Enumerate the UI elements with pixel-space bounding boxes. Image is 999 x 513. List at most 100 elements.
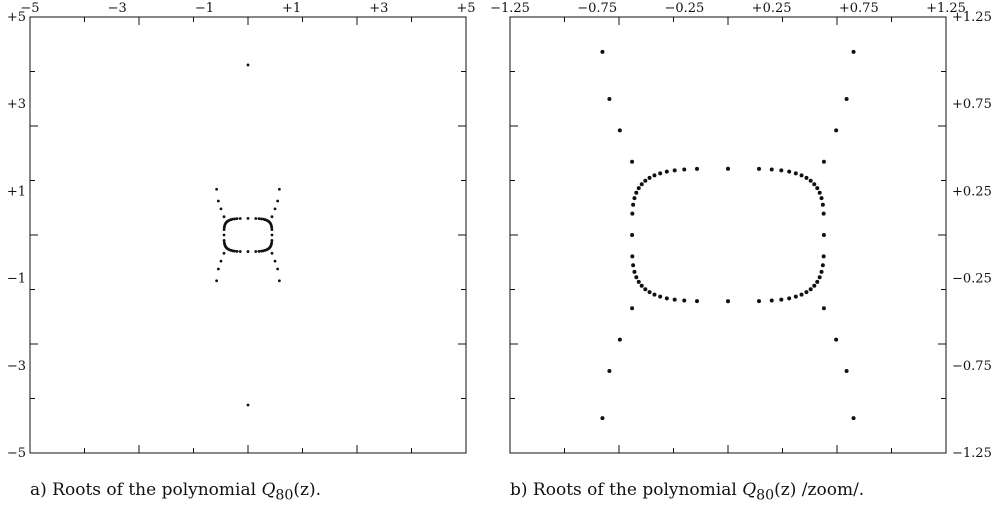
y-tick-label: −1.25: [952, 446, 992, 461]
root-point: [787, 169, 792, 174]
x-tick-label: −0.25: [664, 1, 704, 16]
y-tick-label: +0.75: [952, 97, 992, 112]
x-tick-label: +3: [369, 1, 388, 16]
root-point: [658, 171, 663, 176]
root-point: [630, 254, 635, 259]
root-point: [632, 196, 637, 201]
root-point: [808, 287, 813, 292]
root-point: [672, 297, 677, 302]
plot-frame: [29, 16, 467, 454]
caption-b-suffix: /zoom/.: [796, 480, 865, 500]
root-point: [631, 263, 636, 268]
root-point: [233, 249, 237, 253]
root-point: [817, 190, 822, 195]
root-point: [815, 186, 820, 191]
root-point: [821, 233, 826, 237]
root-point: [652, 292, 657, 297]
root-point: [238, 250, 242, 253]
root-point: [664, 296, 669, 301]
root-point: [222, 238, 226, 242]
root-point: [257, 217, 261, 221]
root-point: [779, 168, 784, 173]
y-tick-label: +1: [7, 184, 26, 199]
x-tick-label: −3: [108, 1, 127, 16]
root-point: [222, 251, 226, 255]
root-point: [607, 96, 612, 101]
caption-a-prefix: a) Roots of the polynomial: [30, 480, 262, 500]
root-point: [254, 250, 258, 253]
root-point: [819, 269, 824, 274]
root-point: [634, 275, 639, 280]
plot-frame: [509, 16, 947, 454]
y-tick-label: +1.25: [952, 10, 992, 25]
root-point: [636, 279, 641, 284]
caption-b-func: Q: [742, 480, 757, 500]
root-point: [639, 182, 644, 187]
root-point: [804, 290, 809, 295]
y-tick-label: +0.25: [952, 184, 992, 199]
root-point: [793, 294, 798, 299]
root-point: [757, 166, 762, 171]
root-point: [812, 283, 817, 288]
root-point: [277, 279, 281, 283]
root-point: [639, 283, 644, 288]
root-point: [834, 337, 839, 342]
root-point: [779, 297, 784, 302]
root-point: [815, 279, 820, 284]
root-point: [820, 263, 825, 268]
y-tick-label: −0.25: [952, 272, 992, 287]
root-point: [600, 49, 605, 54]
y-tick-label: +3: [7, 97, 26, 112]
root-point: [222, 215, 226, 219]
root-point: [634, 190, 639, 195]
x-tick-label: +1: [282, 1, 301, 16]
y-tick-label: +5: [7, 10, 26, 25]
root-point: [682, 167, 687, 172]
root-point: [834, 128, 839, 133]
root-point: [219, 207, 223, 211]
root-point: [270, 241, 274, 244]
root-point: [238, 217, 242, 220]
x-tick-label: +0.25: [752, 1, 792, 16]
root-point: [821, 159, 826, 164]
root-point: [607, 369, 612, 374]
root-point: [808, 178, 813, 183]
root-point: [682, 298, 687, 303]
root-point: [277, 187, 281, 191]
y-tick-label: −1: [7, 272, 26, 287]
root-point: [215, 187, 219, 191]
x-tick-label: −5: [20, 1, 39, 16]
root-point: [270, 233, 274, 237]
root-point: [636, 186, 641, 191]
root-point: [222, 228, 226, 232]
root-point: [273, 259, 277, 263]
x-tick-label: −1: [195, 1, 214, 16]
root-point: [600, 416, 605, 421]
root-point: [726, 299, 730, 304]
root-point: [658, 294, 663, 299]
root-point: [812, 182, 817, 187]
root-point: [820, 202, 825, 207]
root-point: [851, 416, 856, 421]
panel-a: −5 −3 −1 +1 +3 +5 +5 +3 +1 −1 −3 −5: [7, 1, 476, 461]
root-point: [222, 226, 226, 229]
root-point: [270, 228, 274, 232]
root-point: [672, 168, 677, 173]
root-point: [257, 249, 261, 253]
caption-a-suffix: .: [315, 480, 322, 500]
root-point: [246, 250, 250, 253]
root-point: [219, 259, 223, 263]
root-point: [643, 178, 648, 183]
root-point: [246, 217, 250, 220]
caption-b: b) Roots of the polynomial Q80(z) /zoom/…: [510, 480, 864, 503]
root-point: [254, 217, 258, 220]
root-point: [664, 169, 669, 174]
root-point: [273, 207, 277, 211]
x-tick-label: −1.25: [490, 1, 530, 16]
root-point: [787, 296, 792, 301]
x-tick-label: +1.25: [926, 1, 966, 16]
x-tick-label: +5: [456, 1, 475, 16]
root-point: [630, 211, 635, 216]
root-point: [769, 167, 774, 172]
